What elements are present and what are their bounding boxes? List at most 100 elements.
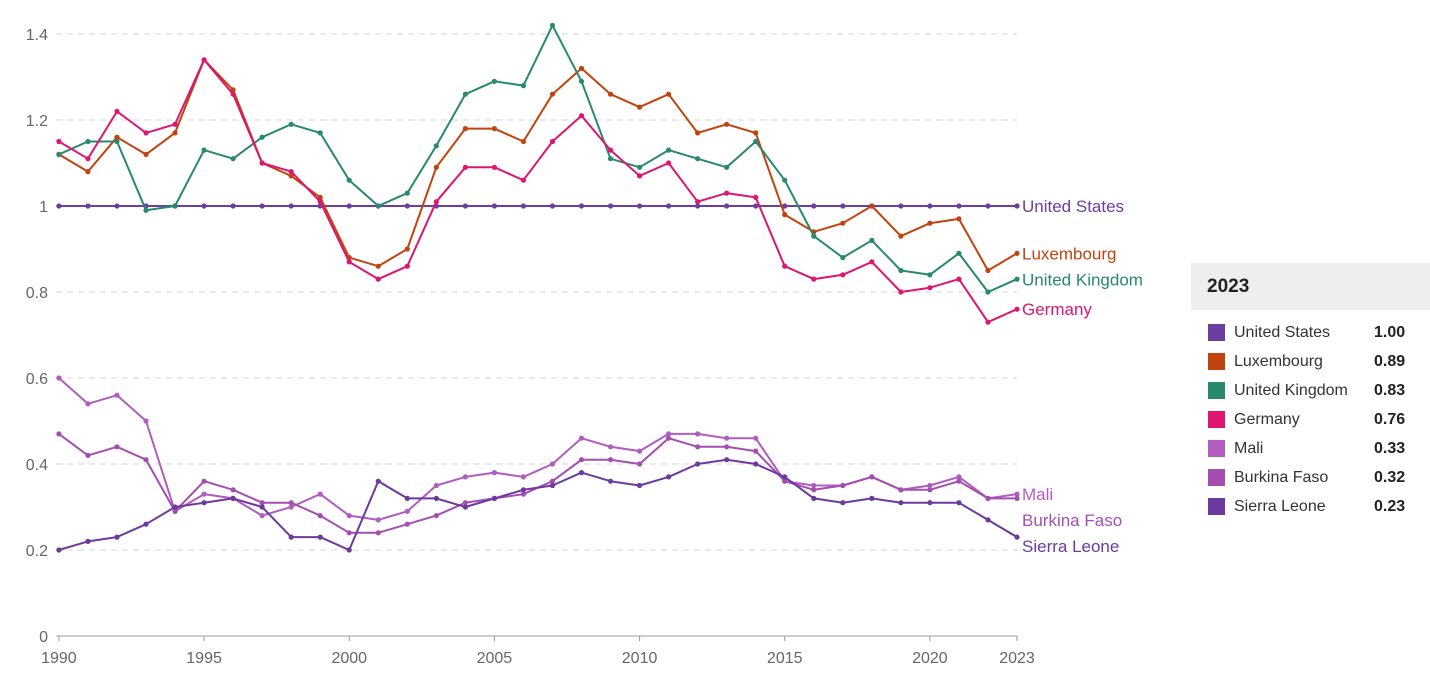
data-point (404, 508, 410, 514)
data-point (201, 203, 207, 209)
data-point (782, 478, 788, 484)
data-point (753, 194, 759, 200)
data-point (317, 130, 323, 136)
data-point (317, 194, 323, 200)
data-point (607, 203, 614, 209)
data-point (898, 267, 904, 274)
data-point (259, 513, 265, 519)
data-point (724, 121, 730, 127)
data-point (404, 495, 410, 501)
data-point (724, 190, 730, 196)
x-tick-label: 1995 (186, 650, 222, 667)
legend-row-luxembourg[interactable]: Luxembourg 0.89 (1191, 347, 1430, 376)
data-point (695, 431, 701, 437)
gridlines (56, 33, 1017, 551)
data-point (927, 272, 933, 278)
data-point (288, 534, 294, 540)
data-point (578, 457, 585, 463)
legend-swatch (1208, 440, 1225, 457)
data-point (695, 444, 701, 450)
data-point (869, 203, 875, 209)
data-point (927, 482, 933, 489)
data-point (85, 203, 91, 209)
data-point (56, 203, 62, 209)
data-point (520, 487, 527, 493)
y-tick-label: 0.2 (26, 543, 48, 560)
data-point (404, 203, 410, 209)
legend-row-mali[interactable]: Mali 0.33 (1191, 434, 1430, 463)
legend-row-united-kingdom[interactable]: United Kingdom 0.83 (1191, 376, 1430, 405)
data-point (695, 130, 701, 136)
data-point (666, 160, 672, 166)
series-end-label: Burkina Faso (1022, 511, 1122, 530)
data-point (433, 513, 439, 519)
data-point (578, 203, 585, 209)
legend-value: 0.23 (1374, 497, 1406, 515)
data-point (753, 435, 759, 441)
data-point (985, 289, 991, 295)
data-point (259, 500, 265, 506)
data-point (695, 199, 701, 205)
data-point (85, 138, 91, 145)
axes: 0 0.2 0.4 0.6 0.8 1 1.2 1.4 1990 1995 2000 2005 2010… (26, 27, 1035, 667)
data-point (346, 177, 352, 183)
series-end-label: Mali (1022, 485, 1053, 504)
legend-row-germany[interactable]: Germany 0.76 (1191, 405, 1430, 434)
data-point (317, 534, 323, 540)
data-point (201, 491, 207, 497)
data-point (491, 164, 498, 170)
series-end-label: United States (1022, 197, 1124, 216)
data-point (724, 435, 730, 441)
y-tick-label: 0 (39, 629, 48, 646)
data-point (549, 478, 556, 484)
x-tick-label: 1990 (41, 650, 77, 667)
data-point (433, 495, 439, 501)
data-point (375, 203, 381, 209)
data-point (898, 233, 904, 239)
series-line (58, 58, 1018, 272)
legend-header: 2023 (1191, 263, 1430, 310)
data-point (607, 91, 614, 97)
data-point (985, 495, 991, 501)
data-point (56, 151, 62, 157)
legend-swatch (1208, 382, 1225, 399)
data-point (840, 482, 846, 489)
data-point (433, 164, 439, 170)
data-point (898, 289, 904, 295)
data-point (607, 457, 614, 463)
data-point (956, 203, 962, 209)
legend-label: Germany (1234, 410, 1300, 428)
x-tick-label: 2000 (331, 650, 367, 667)
legend-row-burkina-faso[interactable]: Burkina Faso 0.32 (1191, 463, 1430, 492)
series-burkina-faso (56, 431, 1020, 536)
legend-row-united-states[interactable]: United States 1.00 (1191, 318, 1430, 347)
series-germany (56, 57, 1020, 325)
data-point (1014, 250, 1020, 256)
data-point (753, 138, 759, 145)
data-point (578, 65, 585, 71)
legend-label: Luxembourg (1234, 352, 1323, 370)
y-tick-label: 1.2 (26, 113, 48, 130)
data-point (724, 203, 730, 209)
data-point (782, 263, 788, 269)
data-point (549, 138, 556, 145)
data-point (578, 113, 585, 119)
x-tick-label: 2015 (767, 650, 803, 667)
y-tick-label: 1.4 (26, 27, 48, 44)
data-point (230, 203, 236, 209)
data-point (753, 203, 759, 209)
data-point (782, 474, 788, 480)
data-point (230, 91, 236, 97)
data-point (259, 203, 265, 209)
data-point (607, 147, 614, 153)
data-point (491, 470, 498, 476)
data-point (636, 173, 643, 179)
data-point (636, 203, 643, 209)
data-point (201, 147, 207, 153)
y-tick-label: 0.6 (26, 371, 48, 388)
legend-row-sierra-leone[interactable]: Sierra Leone 0.23 (1191, 492, 1430, 521)
series-line (58, 458, 1018, 551)
data-point (695, 156, 701, 162)
data-point (288, 504, 294, 510)
data-point (1014, 491, 1020, 497)
